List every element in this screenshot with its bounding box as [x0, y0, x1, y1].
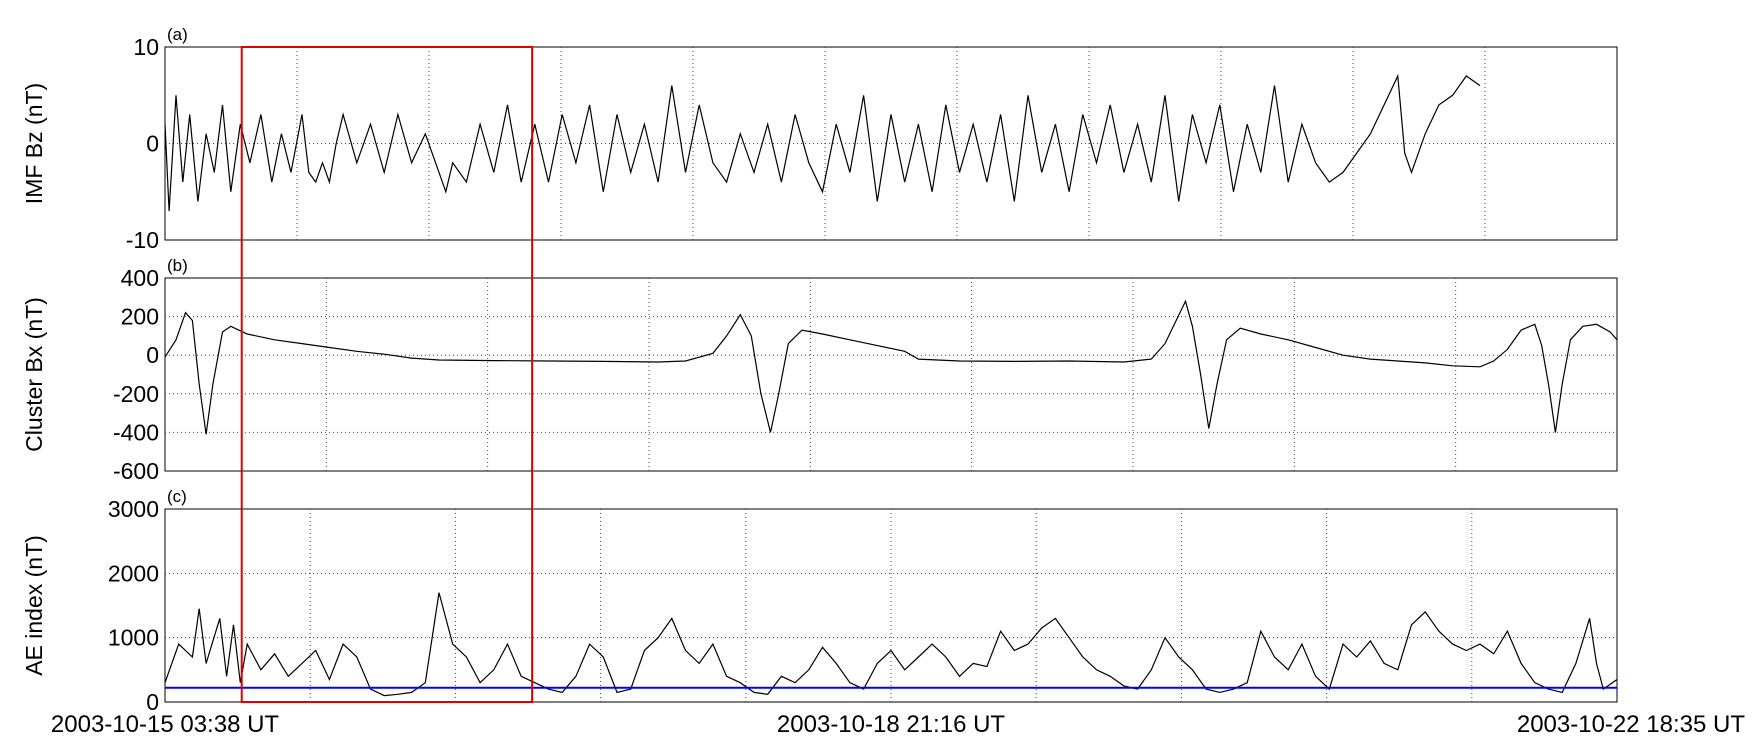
y-tick-label: 400 — [121, 265, 159, 291]
y-tick-label: 0 — [146, 689, 159, 715]
x-tick-label: 2003-10-15 03:38 UT — [51, 711, 279, 738]
highlight-box — [240, 46, 534, 703]
y-axis-label: Cluster Bx (nT) — [21, 297, 47, 452]
y-tick-label: 2000 — [108, 560, 159, 586]
panel-label: (a) — [167, 25, 188, 44]
x-tick-label: 2003-10-18 21:16 UT — [777, 711, 1005, 738]
plot-frame — [164, 46, 1618, 241]
panel-1: 10 0 -10 (a) IMF Bz (nT) — [21, 25, 1618, 253]
plot-frame — [164, 277, 1618, 472]
y-tick-label: -10 — [126, 227, 159, 253]
y-tick-label: 3000 — [108, 496, 159, 522]
panel-label: (c) — [167, 487, 187, 506]
y-tick-label: -200 — [113, 381, 159, 407]
y-axis-label: IMF Bz (nT) — [21, 83, 47, 204]
overlay-group — [240, 46, 534, 703]
panel-label: (b) — [167, 256, 188, 275]
series-line-1 — [164, 592, 1618, 697]
y-tick-label: -600 — [113, 458, 159, 484]
y-axis-label: AE index (nT) — [21, 535, 47, 676]
y-tick-label: 0 — [146, 131, 159, 157]
x-tick-label: 2003-10-22 18:35 UT — [1517, 711, 1745, 738]
series-line-1 — [164, 73, 1481, 212]
x-axis-labels: 2003-10-15 03:38 UT 2003-10-18 21:16 UT 20… — [51, 711, 1745, 738]
series-line-1 — [164, 299, 1618, 435]
y-tick-label: -400 — [113, 419, 159, 445]
y-tick-label: 10 — [133, 34, 159, 60]
y-tick-label: 0 — [146, 342, 159, 368]
panels-group: 100-10(a)IMF Bz (nT)4002000-200-400-600(… — [21, 25, 1618, 715]
panel-3: 3000 2000 1000 0 (c) AE index (nT) — [21, 487, 1618, 715]
y-tick-label: 1000 — [108, 625, 159, 651]
y-tick-label: 200 — [121, 304, 159, 330]
panel-2: 400 200 0 -200 -400 -600 (b) Cluster Bx (nT) — [21, 256, 1618, 484]
